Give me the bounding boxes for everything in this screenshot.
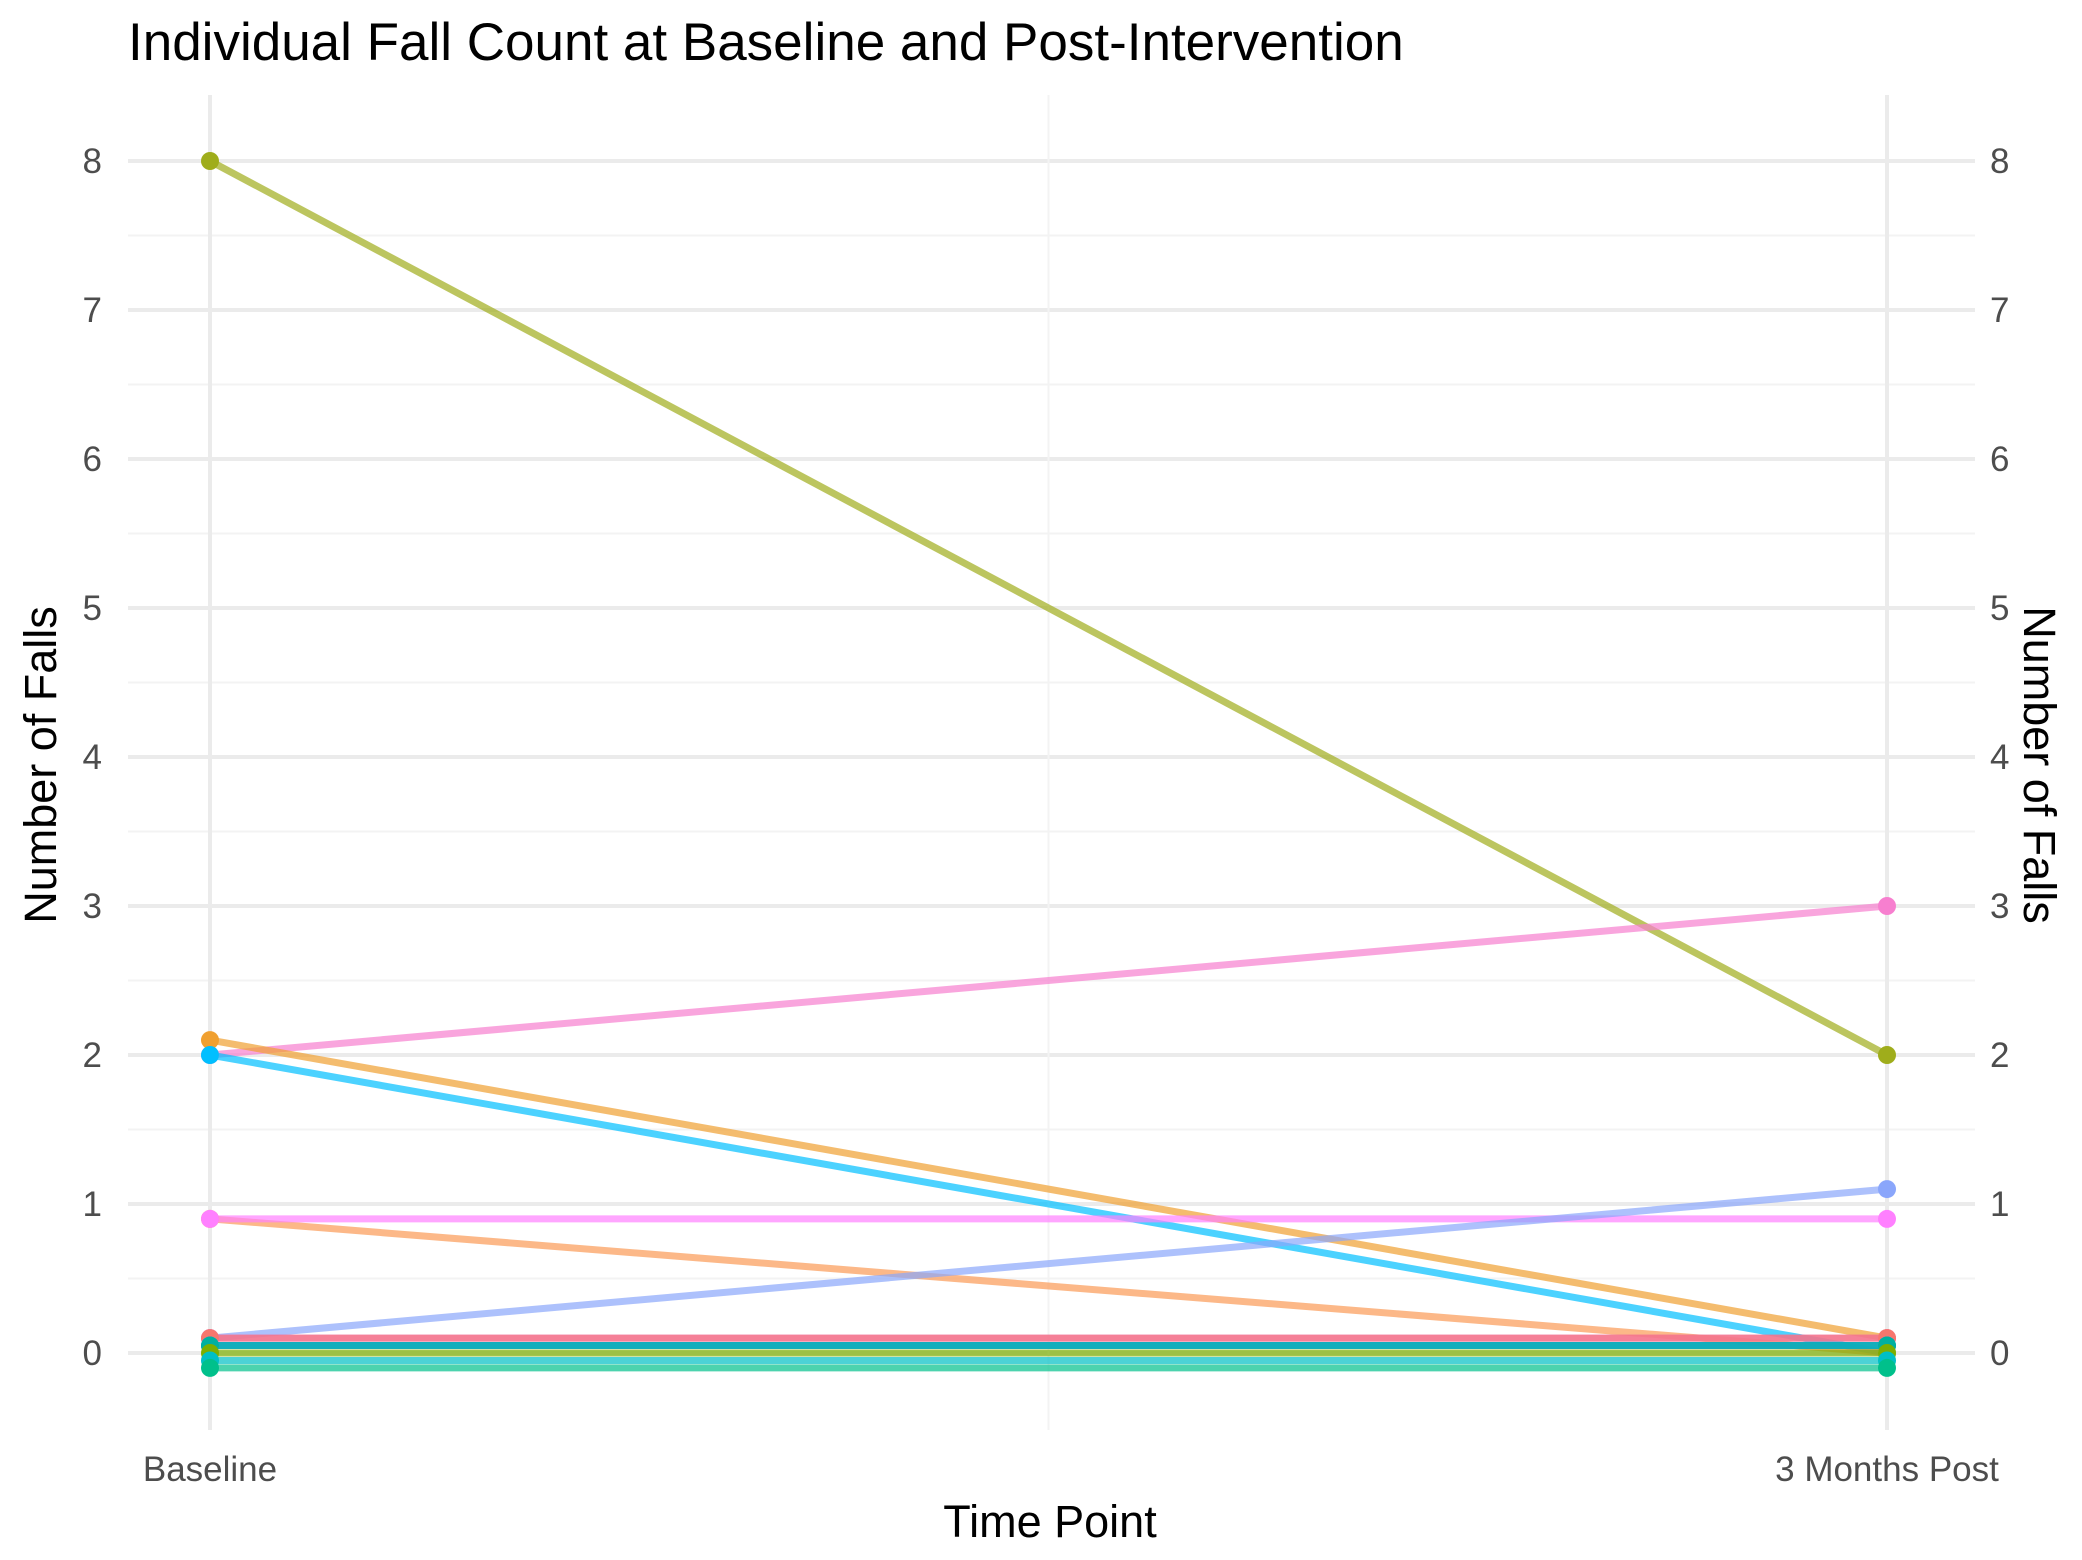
y-tick-label-left: 3 [83,887,102,926]
data-point [1878,897,1896,915]
data-point [201,1209,219,1228]
y-tick-label-right: 0 [1990,1334,2009,1373]
y-axis-right-ticks: 0 1 2 3 4 5 6 7 8 [1990,142,2009,1373]
data-point [201,1046,219,1064]
y-tick-label-left: 0 [83,1334,102,1373]
series-lines [206,157,1891,1372]
y-tick-label-right: 2 [1990,1036,2009,1075]
series-line [206,157,1891,1059]
series-line [206,1036,1891,1342]
y-axis-left-ticks: 0 1 2 3 4 5 6 7 8 [83,142,102,1373]
series-line [206,1051,1891,1357]
y-tick-label-left: 1 [83,1185,102,1224]
y-tick-label-left: 7 [83,291,102,330]
data-point [201,1358,219,1377]
chart-title: Individual Fall Count at Baseline and Po… [128,13,1404,72]
y-tick-label-left: 8 [83,142,102,181]
y-tick-label-right: 1 [1990,1185,2009,1224]
y-tick-label-left: 6 [83,440,102,479]
data-point [1878,1358,1896,1377]
data-point [201,1031,219,1050]
data-point [1878,1180,1896,1199]
series-line [206,1185,1891,1342]
series-line [206,1215,1891,1357]
data-point [1878,1209,1896,1228]
series-line [206,902,1891,1059]
y-tick-label-right: 4 [1990,738,2009,777]
y-axis-title-right: Number of Falls [2014,606,2065,924]
x-tick-label: Baseline [143,1450,277,1489]
x-axis-ticks: Baseline 3 Months Post [143,1450,1999,1489]
y-tick-label-right: 5 [1990,589,2009,628]
series-points [201,152,1896,1377]
y-tick-label-left: 5 [83,589,102,628]
y-tick-label-right: 8 [1990,142,2009,181]
y-tick-label-left: 2 [83,1036,102,1075]
data-point [1878,1046,1896,1064]
y-tick-label-right: 7 [1990,291,2009,330]
data-point [201,152,219,170]
y-axis-title-left: Number of Falls [15,606,66,924]
x-tick-label: 3 Months Post [1775,1450,1999,1489]
x-axis-title: Time Point [943,1496,1157,1547]
y-tick-label-right: 3 [1990,887,2009,926]
y-tick-label-left: 4 [83,738,102,777]
y-tick-label-right: 6 [1990,440,2009,479]
